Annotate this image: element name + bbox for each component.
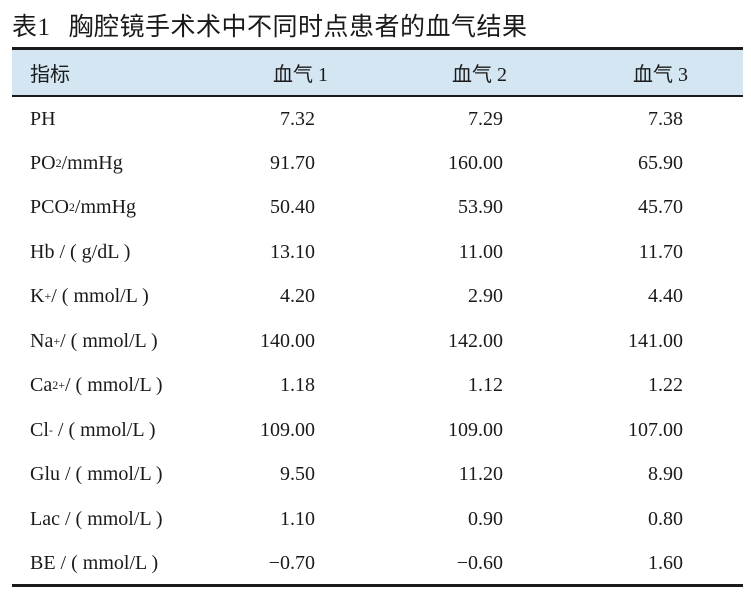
row-label: Hb / ( g/dL ) — [30, 240, 131, 263]
value-blood-gas-1: 9.50 — [280, 462, 315, 485]
row-label: BE / ( mmol/L ) — [30, 551, 159, 574]
value-blood-gas-3: 0.80 — [648, 507, 683, 530]
table-title: 胸腔镜手术术中不同时点患者的血气结果 — [68, 14, 528, 41]
value-blood-gas-3: 45.70 — [638, 195, 683, 218]
value-blood-gas-1: 7.32 — [280, 107, 315, 130]
value-blood-gas-2: 7.29 — [468, 107, 503, 130]
value-blood-gas-2: 11.00 — [458, 240, 503, 263]
value-blood-gas-3: 107.00 — [628, 418, 683, 441]
value-blood-gas-2: 160.00 — [448, 151, 503, 174]
value-blood-gas-1: 13.10 — [270, 240, 315, 263]
table-row: Hb / ( g/dL ) 13.10 11.00 11.70 — [12, 230, 743, 274]
table-row: Ca 2+ / ( mmol/L ) 1.18 1.12 1.22 — [12, 363, 743, 407]
value-blood-gas-1: 4.20 — [280, 284, 315, 307]
value-blood-gas-2: 1.12 — [468, 373, 503, 396]
value-blood-gas-2: 109.00 — [448, 418, 503, 441]
table-header-rule — [12, 95, 743, 97]
table-bottom-rule — [12, 584, 743, 587]
value-blood-gas-3: 11.70 — [638, 240, 683, 263]
table-row: Cl - / ( mmol/L ) 109.00 109.00 107.00 — [12, 408, 743, 452]
table-row: K + / ( mmol/L ) 4.20 2.90 4.40 — [12, 274, 743, 318]
table-row: Lac / ( mmol/L ) 1.10 0.90 0.80 — [12, 497, 743, 541]
value-blood-gas-3: 7.38 — [648, 107, 683, 130]
table-row: Glu / ( mmol/L ) 9.50 11.20 8.90 — [12, 452, 743, 496]
value-blood-gas-2: 11.20 — [458, 462, 503, 485]
value-blood-gas-1: 109.00 — [260, 418, 315, 441]
value-blood-gas-1: 1.18 — [280, 373, 315, 396]
row-label: PH — [30, 107, 56, 130]
row-label: Cl - / ( mmol/L ) — [30, 418, 156, 441]
table-caption: 表1 胸腔镜手术术中不同时点患者的血气结果 — [12, 10, 528, 46]
value-blood-gas-1: 1.10 — [280, 507, 315, 530]
row-label: Lac / ( mmol/L ) — [30, 507, 163, 530]
row-label: Ca 2+ / ( mmol/L ) — [30, 373, 163, 396]
table-row: PO 2/mmHg 91.70 160.00 65.90 — [12, 141, 743, 185]
table-row: PCO 2/mmHg 50.40 53.90 45.70 — [12, 185, 743, 229]
header-indicator: 指标 — [30, 64, 70, 86]
row-label: PCO 2/mmHg — [30, 195, 137, 218]
value-blood-gas-3: 1.22 — [648, 373, 683, 396]
value-blood-gas-1: 50.40 — [270, 195, 315, 218]
value-blood-gas-2: −0.60 — [456, 551, 503, 574]
value-blood-gas-1: −0.70 — [268, 551, 315, 574]
value-blood-gas-3: 4.40 — [648, 284, 683, 307]
header-blood-gas-1: 血气 1 — [273, 64, 328, 86]
value-blood-gas-3: 1.60 — [648, 551, 683, 574]
row-label: K + / ( mmol/L ) — [30, 284, 149, 307]
table-row: BE / ( mmol/L ) −0.70 −0.60 1.60 — [12, 541, 743, 585]
value-blood-gas-3: 141.00 — [628, 329, 683, 352]
table-header-background — [12, 50, 743, 95]
value-blood-gas-2: 53.90 — [458, 195, 503, 218]
value-blood-gas-1: 91.70 — [270, 151, 315, 174]
value-blood-gas-1: 140.00 — [260, 329, 315, 352]
header-blood-gas-3: 血气 3 — [633, 64, 688, 86]
table-top-rule — [12, 47, 743, 50]
value-blood-gas-2: 0.90 — [468, 507, 503, 530]
row-label: Glu / ( mmol/L ) — [30, 462, 163, 485]
row-label: PO 2/mmHg — [30, 151, 123, 174]
value-blood-gas-2: 2.90 — [468, 284, 503, 307]
value-blood-gas-2: 142.00 — [448, 329, 503, 352]
header-blood-gas-2: 血气 2 — [452, 64, 507, 86]
table-row: Na + / ( mmol/L ) 140.00 142.00 141.00 — [12, 319, 743, 363]
table-header-row: 指标 血气 1 血气 2 血气 3 — [12, 50, 743, 95]
table-number: 表1 — [12, 14, 51, 41]
value-blood-gas-3: 65.90 — [638, 151, 683, 174]
table-row: PH 7.32 7.29 7.38 — [12, 97, 743, 141]
value-blood-gas-3: 8.90 — [648, 462, 683, 485]
row-label: Na + / ( mmol/L ) — [30, 329, 158, 352]
